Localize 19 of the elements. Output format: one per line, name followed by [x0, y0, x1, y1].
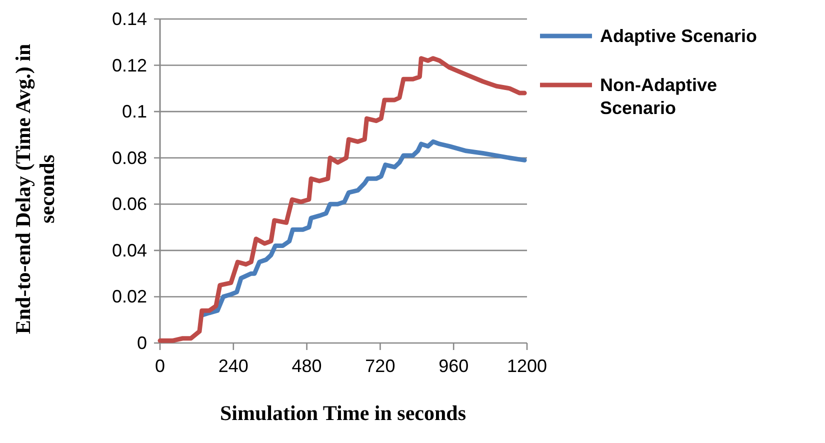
x-tick-label: 0	[154, 356, 166, 376]
y-tick-label: 0.12	[112, 55, 147, 76]
y-tick-label: 0.04	[112, 240, 147, 260]
y-tick-label: 0.08	[112, 148, 147, 168]
x-tick-label: 1200	[506, 356, 548, 376]
x-tick-label: 960	[438, 356, 469, 376]
x-tick-label: 480	[292, 356, 322, 376]
y-tick-label: 0.02	[112, 286, 147, 307]
y-axis-title: End-to-end Delay (Time Avg.) in seconds	[11, 44, 59, 334]
x-axis-title: Simulation Time in seconds	[220, 401, 466, 425]
x-tick-label: 240	[218, 356, 248, 376]
y-tick-label: 0.06	[112, 194, 147, 214]
legend-label: Non-Adaptive Scenario	[600, 75, 717, 118]
y-tick-label: 0	[136, 333, 147, 353]
legend-label: Adaptive Scenario	[600, 26, 758, 46]
x-tick-label: 720	[365, 356, 396, 376]
line-series	[158, 56, 527, 343]
y-tick-label: 0.1	[122, 102, 147, 122]
y-tick-label: 0.14	[112, 9, 147, 29]
